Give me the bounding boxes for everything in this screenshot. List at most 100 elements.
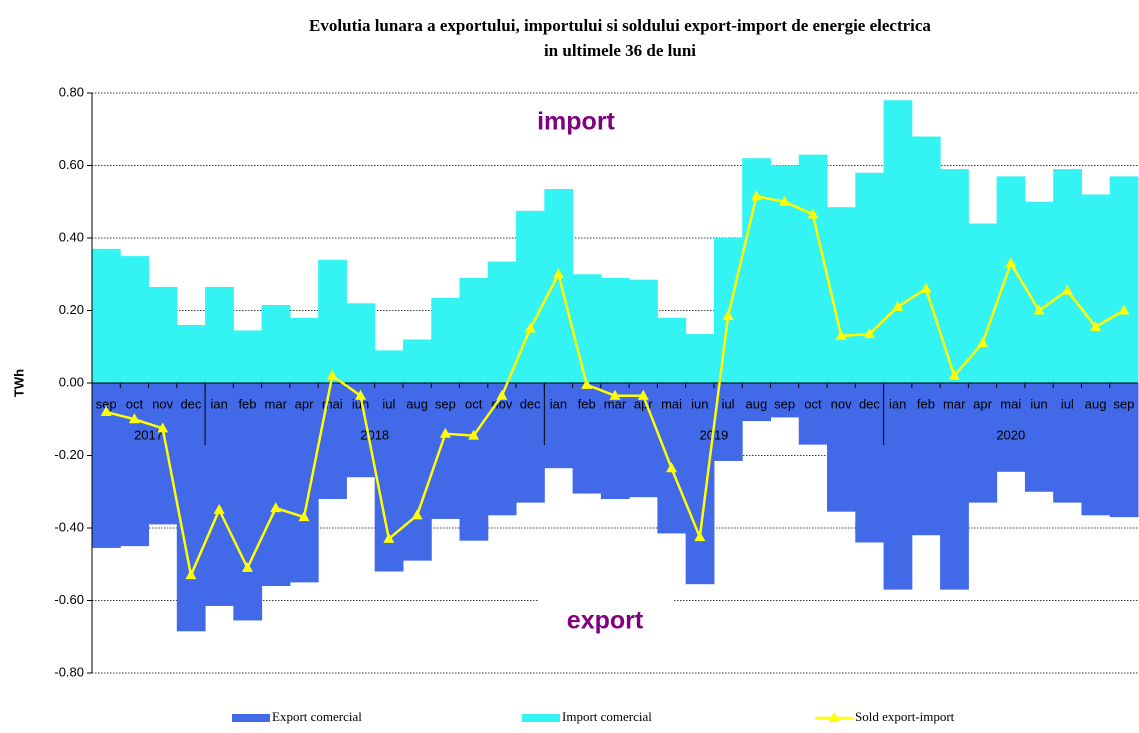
bar (289, 317, 319, 383)
bar (685, 334, 715, 383)
x-tick-label: iul (1061, 396, 1074, 411)
x-tick-label: iul (722, 396, 735, 411)
chart-title: in ultimele 36 de luni (544, 41, 696, 60)
bar (883, 100, 913, 383)
x-tick-label: mar (604, 396, 627, 411)
bar (1081, 383, 1111, 516)
bar (629, 383, 658, 498)
legend-label: Import comercial (562, 709, 652, 724)
x-tick-label: feb (917, 396, 935, 411)
legend-label: Export comercial (272, 709, 362, 724)
marker (1090, 320, 1102, 331)
marker (920, 282, 932, 293)
bar (176, 325, 206, 383)
y-tick-label: 0.60 (59, 157, 84, 172)
bar (544, 189, 574, 383)
x-tick-label: mai (661, 396, 682, 411)
x-tick-label: dec (180, 396, 201, 411)
annotation: export (567, 607, 644, 635)
bar (657, 317, 687, 383)
x-tick-label: mar (943, 396, 966, 411)
x-tick-label: oct (126, 396, 144, 411)
bar (431, 383, 461, 519)
bar (572, 274, 602, 383)
year-label: 2017 (134, 427, 163, 442)
marker (552, 268, 564, 279)
bar (855, 383, 885, 543)
x-tick-label: oct (804, 396, 822, 411)
x-tick-label: ian (211, 396, 228, 411)
y-tick-label: 0.20 (59, 302, 84, 317)
x-tick-label: mai (1000, 396, 1021, 411)
y-tick-label: -0.60 (54, 592, 84, 607)
x-tick-label: oct (465, 396, 483, 411)
bar (120, 383, 150, 547)
y-axis-label: TWh (11, 369, 26, 397)
bar (1024, 383, 1054, 492)
x-tick-label: iun (1030, 396, 1047, 411)
bar (1024, 201, 1054, 383)
x-tick-label: aug (406, 396, 428, 411)
x-tick-label: sep (1113, 396, 1134, 411)
bar (261, 305, 291, 383)
bar (233, 330, 263, 383)
x-tick-label: mar (265, 396, 288, 411)
marker (807, 208, 819, 219)
bar (600, 383, 630, 499)
marker (1005, 257, 1017, 268)
x-tick-label: iul (382, 396, 395, 411)
bar (205, 383, 234, 606)
bar (798, 383, 828, 445)
legend: Export comercial Import comercial Sold exp… (232, 709, 955, 724)
marker (892, 300, 904, 311)
x-tick-label: feb (578, 396, 596, 411)
bar (261, 383, 291, 586)
bar (487, 383, 517, 516)
marker (581, 378, 593, 389)
bar (883, 383, 913, 590)
marker (694, 531, 706, 542)
bar (940, 383, 969, 590)
marker (524, 322, 536, 333)
x-tick-label: nov (491, 396, 512, 411)
marker (666, 462, 678, 473)
bar (402, 383, 432, 561)
marker (609, 389, 621, 400)
legend-marker (828, 712, 840, 722)
marker (157, 422, 169, 433)
bar (205, 286, 234, 383)
marker (128, 413, 140, 424)
marker (100, 406, 112, 416)
axes: -0.80 -0.60 -0.40 -0.20 0.00 0.20 0.40 0.60 0.80… (54, 84, 1138, 679)
x-tick-label: sep (774, 396, 795, 411)
marker (722, 309, 734, 320)
x-tick-label: aug (745, 396, 767, 411)
bar (148, 286, 178, 383)
marker (298, 511, 310, 522)
marker (835, 329, 847, 340)
bar (1081, 194, 1111, 383)
marker (241, 561, 253, 572)
bar (318, 259, 347, 383)
bar (968, 223, 998, 383)
legend-label: Sold export-import (855, 709, 955, 724)
annotation: import (537, 108, 615, 136)
x-tick-label: ian (550, 396, 567, 411)
marker (948, 369, 960, 380)
x-tick-label: iun (352, 396, 369, 411)
bars (92, 100, 1139, 632)
bar (1109, 383, 1139, 518)
marker (1033, 304, 1045, 315)
bar (855, 172, 885, 383)
bar (1053, 169, 1082, 383)
bar (120, 256, 150, 383)
marker (355, 389, 367, 400)
y-tick-label: 0.00 (59, 374, 84, 389)
marker (411, 509, 423, 520)
bar (798, 154, 828, 383)
x-tick-label: apr (973, 396, 992, 411)
bar (940, 169, 969, 383)
bar (544, 383, 574, 469)
bar (1053, 383, 1082, 503)
x-tick-label: aug (1085, 396, 1107, 411)
